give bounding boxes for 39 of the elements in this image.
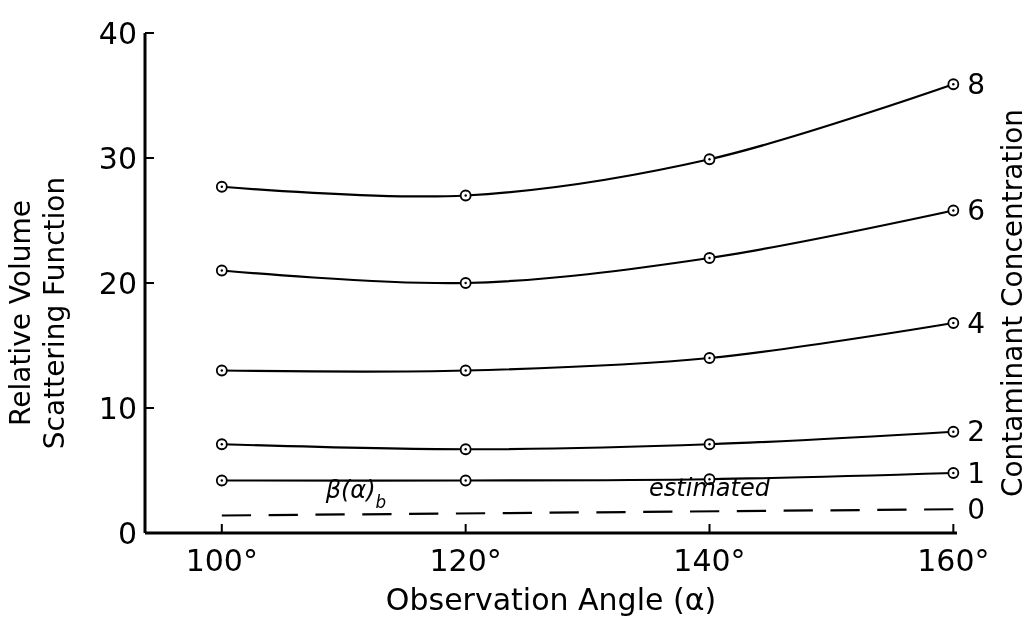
point xyxy=(947,204,960,217)
series-label: 2 xyxy=(967,415,986,449)
series-label: 1 xyxy=(967,456,986,490)
point xyxy=(703,438,716,451)
point xyxy=(215,474,228,487)
y2-axis-title: Contaminant Concentration xyxy=(996,108,1029,498)
x-tick-label: 120° xyxy=(429,543,502,578)
point xyxy=(703,153,716,166)
series-label: 6 xyxy=(967,194,986,227)
y-tick-label: 0 xyxy=(117,515,137,551)
point xyxy=(703,252,716,264)
x-tick-label: 100° xyxy=(185,543,258,578)
x-tick-label: 140° xyxy=(673,543,746,578)
point xyxy=(947,467,960,479)
y-axis-title: Relative Volume Scattering Function xyxy=(4,176,71,450)
point xyxy=(215,180,228,193)
series-label: 0 xyxy=(967,492,986,526)
y-tick-label: 30 xyxy=(98,140,137,176)
point xyxy=(459,364,472,377)
y-tick-label: 10 xyxy=(98,390,137,426)
x-axis-title: Observation Angle (α) xyxy=(385,582,717,617)
annotation: β(α)$_{b}$ xyxy=(324,476,387,513)
y-tick-label: 40 xyxy=(98,15,137,51)
point xyxy=(459,189,472,202)
x-tick-label: 160° xyxy=(917,543,990,578)
series-label: 8 xyxy=(967,67,986,101)
point xyxy=(947,425,960,438)
point xyxy=(215,264,228,277)
y-tick-label: 20 xyxy=(98,265,137,301)
point xyxy=(459,277,472,289)
point xyxy=(459,474,472,487)
point xyxy=(947,317,960,329)
series-label: 4 xyxy=(967,306,986,340)
point xyxy=(215,438,228,451)
point xyxy=(459,443,472,456)
point xyxy=(215,364,228,377)
point xyxy=(703,352,716,364)
point xyxy=(947,78,960,91)
annotation: estimated xyxy=(649,473,771,502)
